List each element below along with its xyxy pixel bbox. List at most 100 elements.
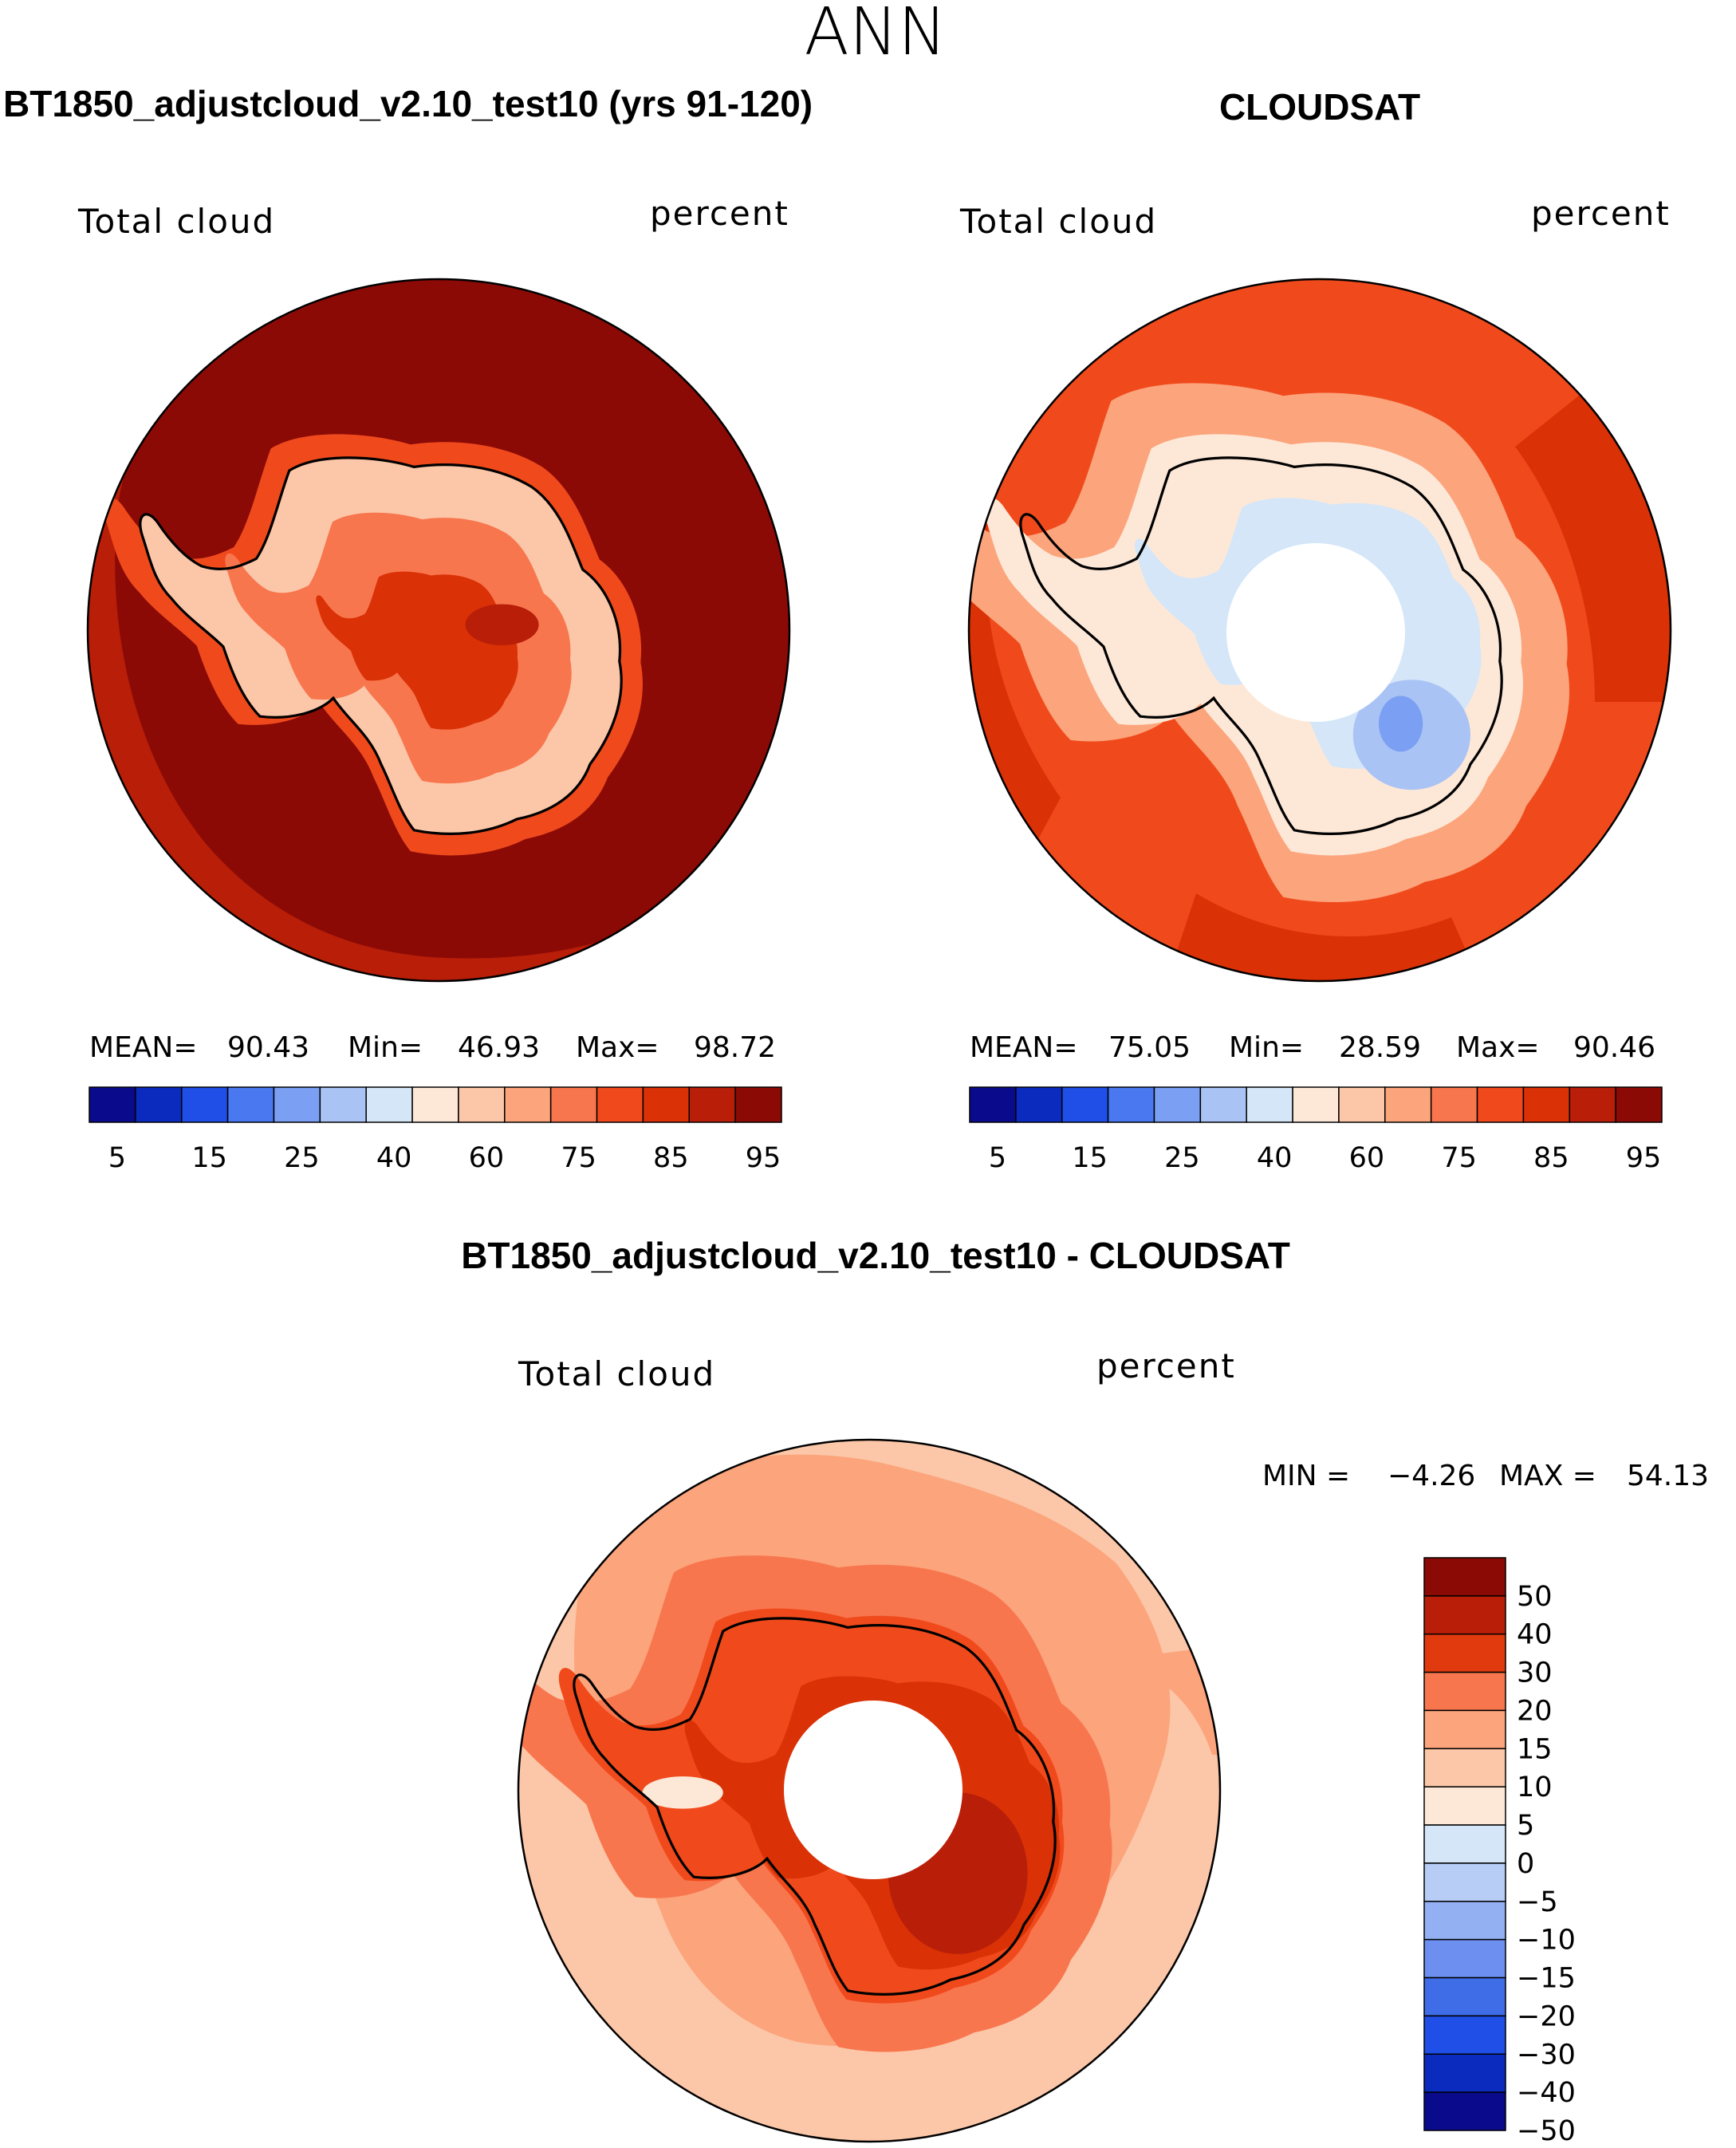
colorbar-model-tick-label: 5 — [108, 1142, 126, 1174]
colorbar-obs-tick-label: 15 — [1072, 1142, 1108, 1174]
colorbar-model-swatch — [504, 1086, 552, 1123]
panel-model-stats: MEAN= 90.43 Min= 46.93 Max= 98.72 — [89, 1031, 776, 1064]
map-model-spot — [465, 604, 539, 645]
colorbar-model-swatch — [273, 1086, 321, 1123]
colorbar-diff-swatch — [1423, 1901, 1506, 1941]
colorbar-model-tick-label: 60 — [469, 1142, 505, 1174]
colorbar-obs-swatch — [1476, 1086, 1525, 1123]
model-min-label: Min= — [348, 1031, 423, 1064]
colorbar-obs-tick-label: 85 — [1533, 1142, 1569, 1174]
panel-obs-stats: MEAN= 75.05 Min= 28.59 Max= 90.46 — [970, 1031, 1655, 1064]
model-mean-value: 90.43 — [227, 1031, 309, 1064]
model-max-label: Max= — [576, 1031, 659, 1064]
colorbar-diff-tick-label: −30 — [1517, 2039, 1576, 2071]
colorbar-diff-tick-label: 0 — [1517, 1848, 1534, 1880]
colorbar-diff-tick-label: −15 — [1517, 1963, 1576, 1995]
colorbar-model-tick-label: 25 — [284, 1142, 320, 1174]
colorbar-diff-tick-label: −10 — [1517, 1925, 1576, 1957]
panel-obs-title: CLOUDSAT — [1219, 86, 1420, 128]
colorbar-obs-swatch — [1107, 1086, 1155, 1123]
map-obs-polar-gap — [1226, 543, 1405, 722]
colorbar-model-tick-label: 75 — [561, 1142, 596, 1174]
colorbar-obs-swatch — [1338, 1086, 1386, 1123]
colorbar-diff-tick-label: −50 — [1517, 2115, 1576, 2147]
colorbar-obs-swatch — [1384, 1086, 1432, 1123]
colorbar-obs-swatch — [1430, 1086, 1478, 1123]
obs-max-value: 90.46 — [1573, 1031, 1655, 1064]
colorbar-model-swatch — [319, 1086, 367, 1123]
panel-diff-variable: Total cloud — [518, 1354, 715, 1393]
diff-max-label: MAX = — [1499, 1460, 1596, 1492]
season-title: ANN — [805, 0, 947, 70]
colorbar-diff-swatch — [1423, 1786, 1506, 1826]
colorbar-diff-tick-label: 30 — [1517, 1657, 1553, 1689]
colorbar-diff-swatch — [1423, 1862, 1506, 1902]
colorbar-diff-swatch — [1423, 1824, 1506, 1864]
panel-obs-units: percent — [1531, 194, 1671, 233]
colorbar-model-swatch — [89, 1086, 136, 1123]
map-obs-spot — [1379, 696, 1423, 752]
colorbar-obs-tick-label: 95 — [1626, 1142, 1662, 1174]
obs-mean-value: 75.05 — [1108, 1031, 1191, 1064]
colorbar-diff-tick-label: 50 — [1517, 1581, 1553, 1613]
colorbar-diff-swatch — [1423, 2091, 1506, 2131]
diff-min-label: MIN = — [1262, 1460, 1350, 1492]
map-diff-border — [517, 1438, 1222, 2143]
colorbar-model-swatch — [180, 1086, 229, 1123]
panel-diff-stats: MIN = −4.26 MAX = 54.13 — [1262, 1460, 1709, 1492]
colorbar-diff-swatch — [1423, 2053, 1506, 2093]
colorbar-obs-swatch — [1199, 1086, 1247, 1123]
colorbar-obs-tick-label: 25 — [1164, 1142, 1200, 1174]
colorbar-diff-tick-label: −40 — [1517, 2077, 1576, 2109]
colorbar-obs-swatch — [1615, 1086, 1663, 1123]
colorbar-model-swatch — [596, 1086, 644, 1123]
colorbar-diff-tick-label: 10 — [1517, 1772, 1553, 1803]
colorbar-diff-swatch — [1423, 1709, 1506, 1750]
colorbar-obs-tick-label: 60 — [1349, 1142, 1385, 1174]
map-model-border — [86, 278, 791, 983]
panel-model-title: BT1850_adjustcloud_v2.10_test10 (yrs 91-… — [3, 83, 813, 124]
map-model — [86, 278, 791, 983]
colorbar-model-tick-label: 85 — [653, 1142, 689, 1174]
colorbar-model-swatch — [688, 1086, 736, 1123]
model-max-value: 98.72 — [694, 1031, 776, 1064]
colorbar-diff-swatch — [1423, 1977, 1506, 2017]
model-mean-label: MEAN= — [89, 1031, 198, 1064]
map-obs-border — [967, 278, 1672, 983]
panel-diff-title: BT1850_adjustcloud_v2.10_test10 - CLOUDS… — [461, 1235, 1290, 1276]
diff-min-value: −4.26 — [1388, 1460, 1475, 1492]
map-diff — [517, 1438, 1222, 2143]
panel-model-variable: Total cloud — [77, 202, 275, 241]
colorbar-diff-tick-label: −20 — [1517, 2000, 1576, 2032]
colorbar-obs-swatch — [1569, 1086, 1616, 1123]
colorbar-diff-tick-label: 5 — [1517, 1810, 1534, 1842]
colorbar-model-tick-label: 15 — [191, 1142, 227, 1174]
colorbar-diff-swatch — [1423, 1938, 1506, 1979]
colorbar-obs-swatch — [969, 1086, 1017, 1123]
colorbar-obs-swatch — [1153, 1086, 1202, 1123]
colorbar-obs-swatch — [1292, 1086, 1340, 1123]
map-diff-polar-gap — [784, 1701, 962, 1879]
colorbar-diff-swatch — [1423, 2015, 1506, 2055]
colorbar-diff-tick-label: −5 — [1517, 1886, 1558, 1918]
colorbar-diff-swatch — [1423, 1748, 1506, 1787]
colorbar-model-tick-label: 40 — [376, 1142, 412, 1174]
colorbar-model-swatch — [365, 1086, 413, 1123]
obs-max-label: Max= — [1456, 1031, 1540, 1064]
panel-diff-units: percent — [1096, 1346, 1236, 1385]
colorbar-diff-swatch — [1423, 1671, 1506, 1712]
colorbar-obs-swatch — [1246, 1086, 1293, 1123]
colorbar-obs-tick-label: 75 — [1441, 1142, 1477, 1174]
colorbar-diff-tick-label: 15 — [1517, 1733, 1553, 1765]
colorbar-obs: 5 15 25 40 60 75 85 95 — [969, 1086, 1663, 1174]
colorbar-model-swatch — [734, 1086, 782, 1123]
panel-obs-variable: Total cloud — [959, 202, 1157, 241]
model-min-value: 46.93 — [458, 1031, 540, 1064]
obs-mean-label: MEAN= — [970, 1031, 1078, 1064]
colorbar-obs-tick-label: 40 — [1257, 1142, 1293, 1174]
colorbar-obs-swatch — [1061, 1086, 1109, 1123]
colorbar-diff-tick-label: 40 — [1517, 1619, 1553, 1651]
colorbar-model-swatch — [549, 1086, 598, 1123]
colorbar-diff-tick-label: 20 — [1517, 1695, 1553, 1727]
